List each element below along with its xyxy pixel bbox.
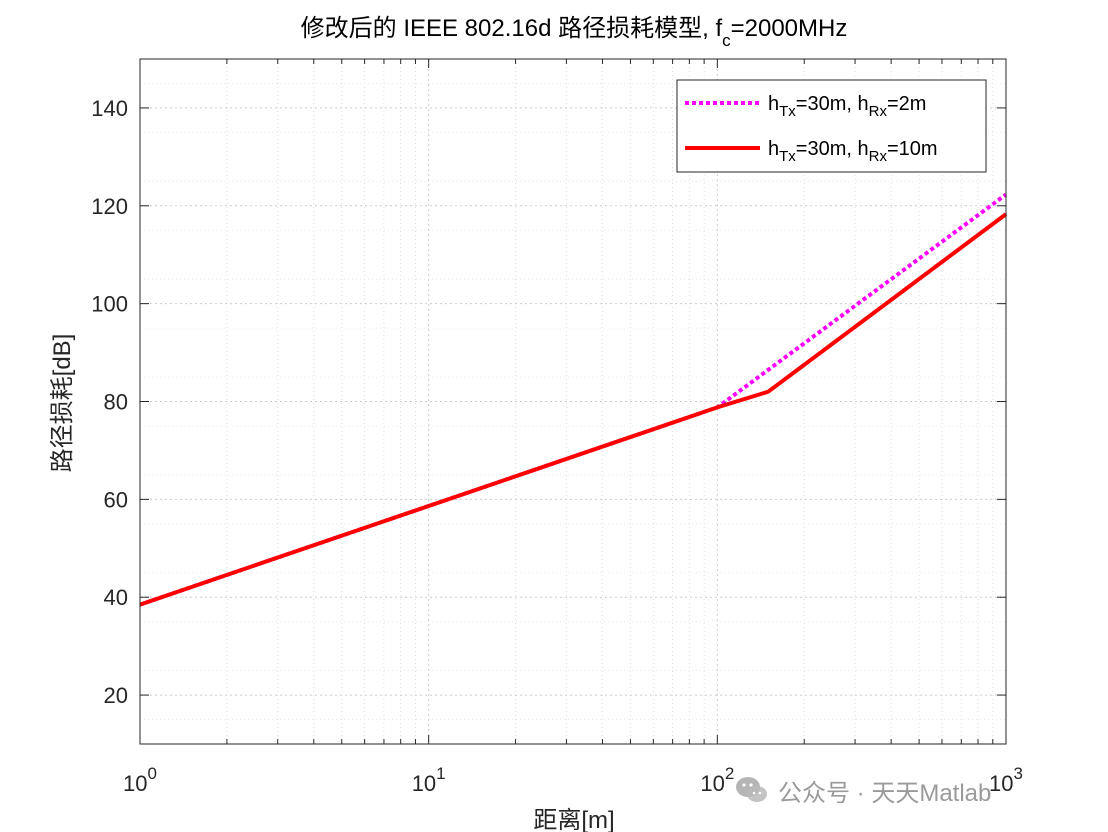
x-tick-label: 103 bbox=[989, 764, 1023, 796]
x-tick-exponent: 3 bbox=[1014, 764, 1023, 783]
x-tick-base: 10 bbox=[989, 771, 1013, 796]
y-tick-label: 60 bbox=[104, 487, 128, 512]
legend-label-hrx-2m: hTx=30m, hRx=2m bbox=[768, 93, 926, 120]
x-tick-base: 10 bbox=[412, 771, 436, 796]
y-tick-label: 100 bbox=[91, 292, 128, 317]
y-tick-label: 80 bbox=[104, 390, 128, 415]
x-tick-base: 10 bbox=[123, 771, 147, 796]
chart-title: 修改后的 IEEE 802.16d 路径损耗模型, fc=2000MHz bbox=[301, 15, 848, 50]
chart-title-main: 修改后的 IEEE 802.16d 路径损耗模型, f bbox=[301, 15, 723, 42]
y-tick-label: 120 bbox=[91, 194, 128, 219]
legend: hTx=30m, hRx=2m hTx=30m, hRx=10m bbox=[676, 79, 987, 173]
x-axis-label: 距离[m] bbox=[533, 807, 614, 832]
chart-title-tail: =2000MHz bbox=[731, 15, 848, 42]
x-tick-base: 10 bbox=[700, 771, 724, 796]
legend-box bbox=[676, 79, 987, 173]
y-tick-label: 40 bbox=[104, 585, 128, 610]
watermark-text: 公众号 · 天天Matlab bbox=[778, 779, 992, 807]
x-tick-exponent: 1 bbox=[436, 764, 445, 783]
x-tick-label: 101 bbox=[412, 764, 446, 796]
y-tick-label: 20 bbox=[104, 683, 128, 708]
x-tick-label: 100 bbox=[123, 764, 157, 796]
series-layer bbox=[139, 192, 1008, 607]
series-line-hrx-2m bbox=[139, 192, 1008, 607]
watermark: 公众号 · 天天Matlab bbox=[734, 772, 991, 808]
y-tick-label: 140 bbox=[91, 96, 128, 121]
x-tick-exponent: 2 bbox=[725, 764, 734, 783]
x-tick-label: 102 bbox=[700, 764, 734, 796]
legend-label-hrx-10m: hTx=30m, hRx=10m bbox=[768, 138, 938, 165]
chart-title-subscript: c bbox=[722, 31, 731, 50]
x-tick-exponent: 0 bbox=[148, 764, 157, 783]
wechat-icon bbox=[736, 777, 767, 802]
series-line-hrx-10m bbox=[139, 212, 1008, 607]
y-axis-label: 路径损耗[dB] bbox=[49, 334, 76, 473]
